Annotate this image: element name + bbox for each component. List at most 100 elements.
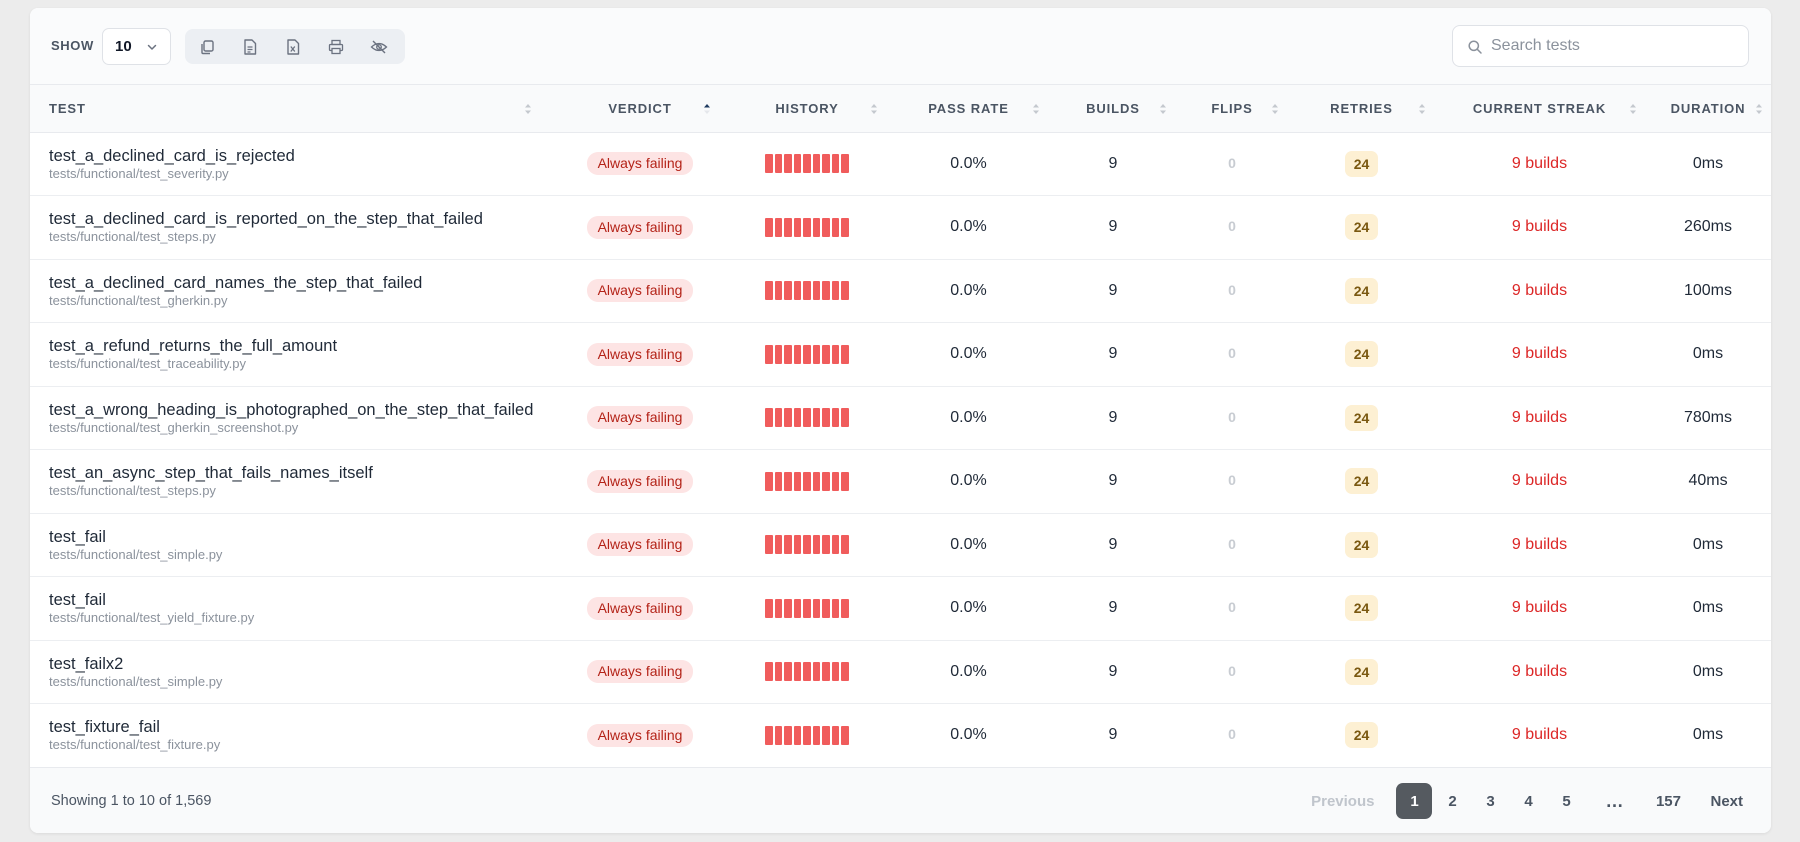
- search-box: [1452, 25, 1749, 67]
- page-button-5[interactable]: 5: [1562, 792, 1571, 810]
- test-path: tests/functional/test_traceability.py: [49, 356, 247, 372]
- history-bar-fail: [822, 725, 830, 745]
- page-button-4[interactable]: 4: [1524, 792, 1533, 810]
- history-bar-fail: [784, 471, 792, 491]
- history-bar-fail: [765, 471, 773, 491]
- column-header-flips[interactable]: FLIPS: [1175, 85, 1289, 133]
- test-path: tests/functional/test_fixture.py: [49, 737, 221, 753]
- history-bar-fail: [831, 217, 840, 237]
- table-row[interactable]: test_a_refund_returns_the_full_amount tes…: [30, 323, 1771, 387]
- table-row[interactable]: test_a_declined_card_is_reported_on_the_…: [30, 196, 1771, 260]
- history-bar-fail: [793, 281, 802, 301]
- builds-cell: 9: [1108, 599, 1118, 617]
- current-streak-cell: 9 builds: [1511, 154, 1568, 172]
- history-cell: [728, 196, 886, 260]
- column-header-builds[interactable]: BUILDS: [1051, 85, 1175, 133]
- history-cell: [728, 323, 886, 387]
- test-name[interactable]: test_fixture_fail: [49, 718, 160, 737]
- column-header-retries[interactable]: RETRIES: [1289, 85, 1434, 133]
- column-visibility-button[interactable]: [367, 35, 391, 59]
- pass-rate-cell: 0.0%: [950, 535, 987, 553]
- test-name[interactable]: test_a_declined_card_is_reported_on_the_…: [49, 210, 483, 229]
- history-sparkline: [765, 471, 849, 491]
- duration-cell: 0ms: [1692, 535, 1724, 553]
- history-sparkline: [765, 598, 849, 618]
- verdict-badge: Always failing: [586, 342, 694, 366]
- history-bar-fail: [831, 598, 840, 618]
- next-page-button[interactable]: Next: [1710, 792, 1743, 810]
- pass-rate-cell: 0.0%: [950, 218, 987, 236]
- table-row[interactable]: test_a_wrong_heading_is_photographed_on_…: [30, 386, 1771, 450]
- history-bar-fail: [803, 598, 811, 618]
- history-bar-fail: [812, 217, 821, 237]
- test-name[interactable]: test_a_declined_card_names_the_step_that…: [49, 273, 423, 292]
- pass-rate-cell: 0.0%: [950, 281, 987, 299]
- column-header-pass-rate[interactable]: PASS RATE: [886, 85, 1051, 133]
- column-header-duration[interactable]: DURATION: [1645, 85, 1771, 133]
- page-size-select[interactable]: 10: [102, 28, 171, 65]
- column-header-verdict[interactable]: VERDICT: [552, 85, 728, 133]
- pass-rate-cell: 0.0%: [950, 726, 987, 744]
- history-bar-fail: [812, 598, 821, 618]
- history-bar-fail: [822, 217, 830, 237]
- flips-cell: 0: [1175, 196, 1289, 260]
- pass-rate-cell: 0.0%: [950, 472, 987, 490]
- page-button-3[interactable]: 3: [1486, 792, 1495, 810]
- pass-rate-cell: 0.0%: [950, 599, 987, 617]
- table-row[interactable]: test_fail tests/functional/test_yield_fix…: [30, 577, 1771, 640]
- history-bar-fail: [793, 408, 802, 428]
- test-path: tests/functional/test_simple.py: [49, 673, 223, 689]
- page-button-2[interactable]: 2: [1448, 792, 1457, 810]
- csv-button[interactable]: [238, 35, 262, 59]
- test-name[interactable]: test_a_refund_returns_the_full_amount: [49, 337, 338, 356]
- history-cell: [728, 704, 886, 768]
- test-name[interactable]: test_fail: [49, 527, 106, 546]
- verdict-cell: Always failing: [552, 259, 728, 323]
- chevron-down-icon: [147, 44, 157, 50]
- current-streak-cell: 9 builds: [1511, 599, 1568, 617]
- history-sparkline: [765, 344, 849, 364]
- flips-value: 0: [1228, 472, 1236, 489]
- history-cell: [728, 132, 886, 196]
- history-bar-fail: [784, 154, 792, 174]
- test-name[interactable]: test_a_wrong_heading_is_photographed_on_…: [49, 400, 534, 419]
- test-name[interactable]: test_an_async_step_that_fails_names_itse…: [49, 464, 373, 483]
- history-bar-fail: [831, 154, 840, 174]
- table-body: test_a_declined_card_is_rejected tests/fu…: [30, 132, 1771, 767]
- builds-cell: 9: [1108, 218, 1118, 236]
- history-bar-fail: [784, 725, 792, 745]
- column-header-label: TEST: [49, 100, 86, 116]
- retries-cell: 24: [1289, 132, 1434, 196]
- print-button[interactable]: [324, 35, 348, 59]
- search-input[interactable]: [1491, 26, 1741, 66]
- page-button-last[interactable]: 157: [1655, 792, 1681, 810]
- copy-button[interactable]: [195, 35, 219, 59]
- table-row[interactable]: test_fail tests/functional/test_simple.py…: [30, 513, 1771, 577]
- history-bar-fail: [812, 535, 821, 555]
- history-bar-fail: [831, 535, 840, 555]
- history-bar-fail: [793, 662, 802, 682]
- page-button-1[interactable]: 1: [1396, 783, 1433, 819]
- builds-cell: 9: [1108, 662, 1118, 680]
- table-row[interactable]: test_a_declined_card_is_rejected tests/fu…: [30, 132, 1771, 196]
- table-row[interactable]: test_failx2 tests/functional/test_simple.…: [30, 640, 1771, 704]
- column-header-current-streak[interactable]: CURRENT STREAK: [1434, 85, 1645, 133]
- column-header-test[interactable]: TEST: [30, 85, 552, 133]
- history-bar-fail: [803, 154, 811, 174]
- flips-cell: 0: [1175, 450, 1289, 514]
- table-row[interactable]: test_a_declined_card_names_the_step_that…: [30, 259, 1771, 323]
- test-name[interactable]: test_fail: [49, 591, 106, 610]
- test-name[interactable]: test_failx2: [49, 654, 124, 673]
- table-toolbar: SHOW 10: [30, 8, 1771, 85]
- history-bar-fail: [831, 725, 840, 745]
- previous-page-button[interactable]: Previous: [1311, 792, 1375, 810]
- retries-badge: 24: [1344, 658, 1379, 685]
- history-bar-fail: [784, 408, 792, 428]
- history-bar-fail: [793, 471, 802, 491]
- column-header-history[interactable]: HISTORY: [728, 85, 886, 133]
- excel-button[interactable]: [281, 35, 305, 59]
- test-name[interactable]: test_a_declined_card_is_rejected: [49, 146, 295, 165]
- history-bar-fail: [803, 471, 811, 491]
- table-row[interactable]: test_fixture_fail tests/functional/test_f…: [30, 704, 1771, 768]
- table-row[interactable]: test_an_async_step_that_fails_names_itse…: [30, 450, 1771, 514]
